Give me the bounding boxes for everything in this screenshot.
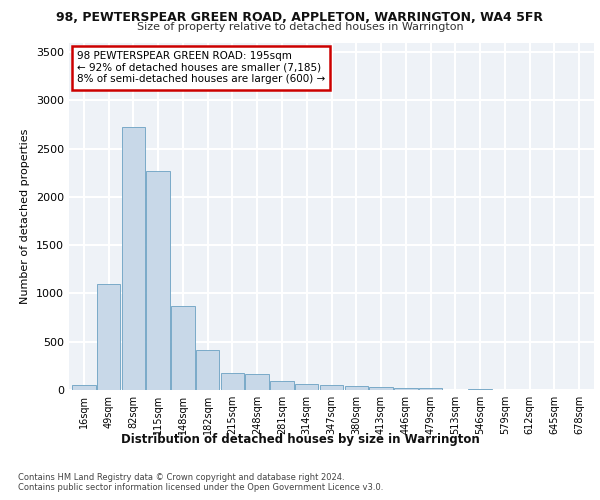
Bar [469,389,492,390]
Bar [419,388,442,390]
Text: Contains HM Land Registry data © Crown copyright and database right 2024.: Contains HM Land Registry data © Crown c… [18,472,344,482]
Bar [72,385,95,390]
Text: 98 PEWTERSPEAR GREEN ROAD: 195sqm
← 92% of detached houses are smaller (7,185)
8: 98 PEWTERSPEAR GREEN ROAD: 195sqm ← 92% … [77,51,325,84]
Bar [221,373,244,390]
Bar [369,387,393,390]
Text: Size of property relative to detached houses in Warrington: Size of property relative to detached ho… [137,22,463,32]
Bar [196,350,220,390]
Text: Distribution of detached houses by size in Warrington: Distribution of detached houses by size … [121,432,479,446]
Y-axis label: Number of detached properties: Number of detached properties [20,128,31,304]
Bar [245,374,269,390]
Text: Contains public sector information licensed under the Open Government Licence v3: Contains public sector information licen… [18,482,383,492]
Bar [394,388,418,390]
Text: 98, PEWTERSPEAR GREEN ROAD, APPLETON, WARRINGTON, WA4 5FR: 98, PEWTERSPEAR GREEN ROAD, APPLETON, WA… [56,11,544,24]
Bar [270,382,294,390]
Bar [320,385,343,390]
Bar [122,128,145,390]
Bar [146,171,170,390]
Bar [295,384,319,390]
Bar [171,306,194,390]
Bar [97,284,121,390]
Bar [344,386,368,390]
